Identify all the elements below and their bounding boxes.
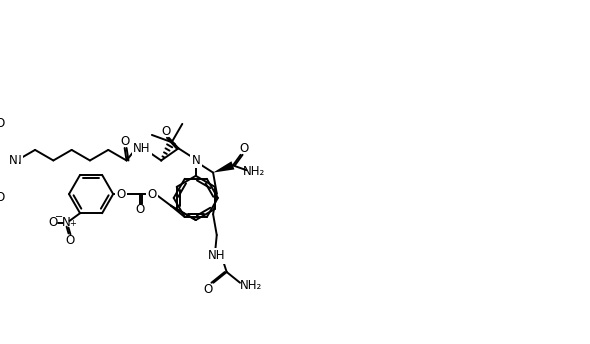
Text: NH₂: NH₂ [243, 165, 265, 178]
Text: O: O [120, 135, 129, 148]
Text: O: O [136, 203, 145, 216]
Text: O: O [66, 234, 75, 247]
Text: NH: NH [133, 142, 150, 155]
Text: O: O [0, 117, 5, 130]
Text: NH: NH [208, 249, 226, 262]
Text: O: O [239, 142, 248, 154]
Text: N: N [8, 154, 17, 167]
Polygon shape [213, 161, 234, 173]
Text: N: N [12, 154, 21, 167]
Text: N: N [191, 154, 200, 167]
Text: O: O [116, 187, 126, 201]
Text: −: − [55, 212, 63, 222]
Text: O: O [203, 283, 212, 296]
Text: NH₂: NH₂ [240, 279, 262, 292]
Text: O: O [162, 125, 171, 138]
Text: O: O [0, 191, 5, 204]
Text: +: + [69, 219, 76, 228]
Text: O: O [147, 187, 156, 201]
Text: O: O [48, 216, 58, 229]
Text: N: N [62, 216, 71, 229]
